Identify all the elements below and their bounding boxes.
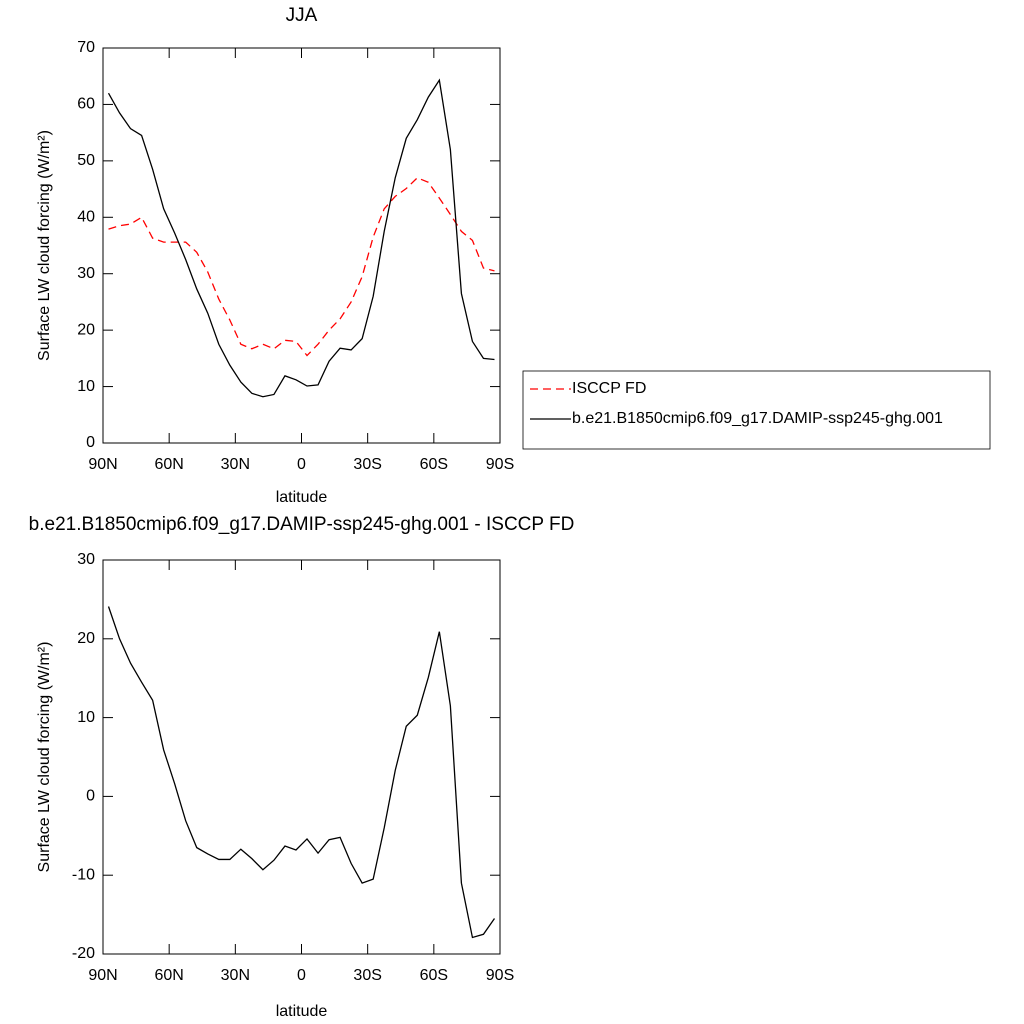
y-tick-label: -20 <box>72 945 95 962</box>
data-line <box>107 606 496 939</box>
y-tick-label: 60 <box>77 96 95 113</box>
x-tick-label: 30N <box>221 967 250 984</box>
x-tick-label: 30N <box>221 456 250 473</box>
y-tick-label: 30 <box>77 265 95 282</box>
y-axis-label: Surface LW cloud forcing (W/m²) <box>36 642 53 873</box>
legend-label: b.e21.B1850cmip6.f09_g17.DAMIP-ssp245-gh… <box>572 410 943 427</box>
x-tick-label: 60N <box>154 456 183 473</box>
x-tick-label: 90S <box>486 456 514 473</box>
y-tick-label: 70 <box>77 39 95 56</box>
y-tick-label: -10 <box>72 866 95 883</box>
x-tick-label: 90N <box>88 456 117 473</box>
y-tick-label: 0 <box>86 434 95 451</box>
y-tick-label: 20 <box>77 321 95 338</box>
y-tick-label: 50 <box>77 152 95 169</box>
y-tick-label: 40 <box>77 209 95 226</box>
x-tick-label: 60S <box>420 967 448 984</box>
plot-frame <box>102 559 501 955</box>
plot-frame <box>102 47 501 444</box>
x-axis-label: latitude <box>276 1003 328 1020</box>
legend-label: ISCCP FD <box>572 380 646 397</box>
x-tick-label: 60N <box>154 967 183 984</box>
chart-title: b.e21.B1850cmip6.f09_g17.DAMIP-ssp245-gh… <box>29 514 575 535</box>
y-axis-label: Surface LW cloud forcing (W/m²) <box>36 130 53 361</box>
x-tick-label: 90S <box>486 967 514 984</box>
x-tick-label: 30S <box>353 456 381 473</box>
y-tick-label: 20 <box>77 630 95 647</box>
y-tick-label: 0 <box>86 788 95 805</box>
x-tick-label: 0 <box>297 456 306 473</box>
chart-title: JJA <box>286 5 318 26</box>
y-tick-label: 10 <box>77 378 95 395</box>
y-tick-label: 10 <box>77 709 95 726</box>
x-tick-label: 0 <box>297 967 306 984</box>
x-tick-label: 90N <box>88 967 117 984</box>
x-axis-label: latitude <box>276 489 328 506</box>
x-tick-label: 30S <box>353 967 381 984</box>
data-line <box>107 78 495 398</box>
x-tick-label: 60S <box>420 456 448 473</box>
y-tick-label: 30 <box>77 551 95 568</box>
data-line <box>108 177 495 357</box>
legend-box <box>522 370 991 450</box>
